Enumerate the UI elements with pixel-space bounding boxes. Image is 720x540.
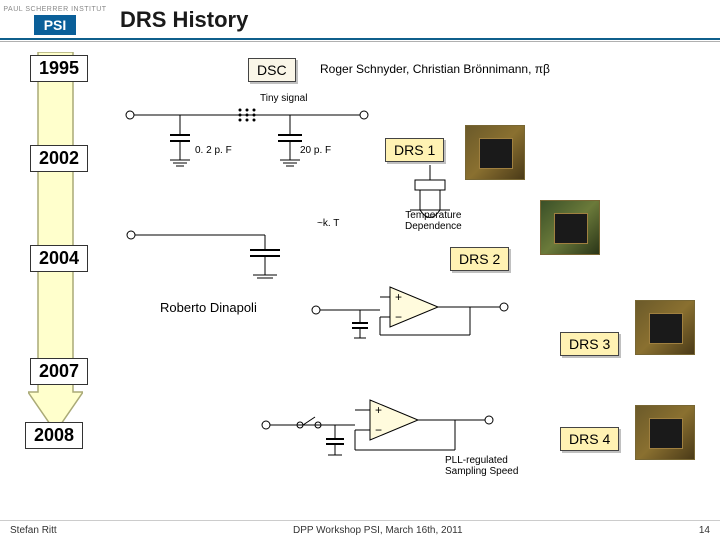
header-divider-2 bbox=[0, 41, 720, 42]
year-1995: 1995 bbox=[30, 55, 88, 82]
footer-right: 14 bbox=[699, 525, 710, 536]
svg-text:+: + bbox=[395, 290, 402, 304]
page-footer: Stefan Ritt DPP Workshop PSI, March 16th… bbox=[0, 520, 720, 540]
cap-big-label: 20 p. F bbox=[300, 145, 331, 156]
year-2008: 2008 bbox=[25, 422, 83, 449]
year-2007: 2007 bbox=[30, 358, 88, 385]
opamp-2: + − bbox=[260, 385, 520, 465]
drs1-box: DRS 1 bbox=[385, 138, 444, 162]
drs3-box: DRS 3 bbox=[560, 332, 619, 356]
logo-block: PSI bbox=[34, 15, 77, 35]
svg-text:−: − bbox=[395, 310, 402, 324]
header-divider-1 bbox=[0, 38, 720, 40]
drs4-box: DRS 4 bbox=[560, 427, 619, 451]
roberto-label: Roberto Dinapoli bbox=[160, 300, 257, 315]
footer-left: Stefan Ritt bbox=[10, 525, 57, 536]
people-top: Roger Schnyder, Christian Brönnimann, πβ bbox=[320, 62, 550, 76]
opamp-1: + − bbox=[310, 275, 560, 345]
page-header: PAUL SCHERRER INSTITUT PSI DRS History bbox=[0, 0, 720, 40]
logo-top-text: PAUL SCHERRER INSTITUT bbox=[3, 6, 106, 13]
circuit-2004 bbox=[125, 225, 325, 285]
psi-logo: PAUL SCHERRER INSTITUT PSI bbox=[0, 3, 110, 38]
dsc-box: DSC bbox=[248, 58, 296, 82]
year-2004: 2004 bbox=[30, 245, 88, 272]
svg-text:−: − bbox=[375, 423, 382, 437]
year-2002: 2002 bbox=[30, 145, 88, 172]
page-title: DRS History bbox=[120, 7, 248, 33]
drs2-photo bbox=[540, 200, 600, 255]
drs2-box: DRS 2 bbox=[450, 247, 509, 271]
drs3-photo bbox=[635, 300, 695, 355]
drs4-photo bbox=[635, 405, 695, 460]
pll-label: PLL-regulated Sampling Speed bbox=[445, 455, 518, 477]
circuit-2002 bbox=[120, 105, 380, 180]
temp-dep-label: Temperature Dependence bbox=[405, 210, 462, 232]
cap-small-label: 0. 2 p. F bbox=[195, 145, 232, 156]
footer-center: DPP Workshop PSI, March 16th, 2011 bbox=[293, 525, 463, 536]
svg-text:+: + bbox=[375, 403, 382, 417]
tiny-signal-label: Tiny signal bbox=[260, 93, 307, 104]
